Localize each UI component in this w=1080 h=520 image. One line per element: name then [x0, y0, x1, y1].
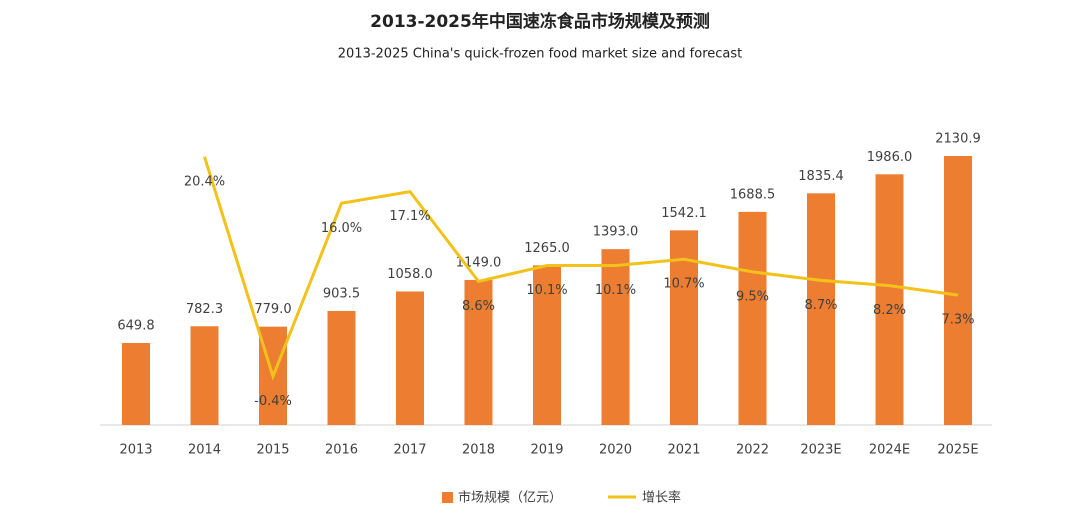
bar: [122, 342, 150, 425]
x-tick-label: 2019: [530, 443, 563, 458]
x-tick-label: 2016: [325, 443, 358, 458]
line-value-label: -0.4%: [254, 394, 292, 409]
line-value-label: 10.1%: [526, 283, 567, 298]
line-value-label: 8.6%: [462, 299, 495, 314]
bar: [533, 265, 561, 425]
bar: [190, 326, 219, 425]
bar: [944, 156, 972, 425]
legend-label: 增长率: [642, 490, 681, 506]
x-tick-label: 2021: [667, 443, 700, 458]
line-value-label: 17.1%: [389, 209, 430, 224]
bar: [807, 193, 835, 425]
bar-value-label: 782.3: [186, 302, 223, 317]
line-value-label: 16.0%: [321, 221, 362, 236]
line-value-label: 8.7%: [804, 298, 837, 313]
bar-value-label: 1393.0: [593, 225, 639, 240]
x-tick-label: 2015: [256, 443, 289, 458]
bar: [670, 230, 698, 425]
bar-value-label: 779.0: [254, 302, 291, 317]
x-tick-label: 2018: [462, 443, 495, 458]
bar-value-label: 1986.0: [867, 150, 913, 165]
bar: [464, 279, 493, 425]
line-value-label: 10.7%: [663, 277, 704, 292]
x-tick-label: 2013: [119, 443, 152, 458]
legend-swatch: [442, 492, 453, 503]
x-tick-label: 2025E: [937, 443, 978, 458]
bar: [875, 174, 904, 425]
bar: [601, 249, 630, 425]
x-tick-label: 2023E: [800, 443, 841, 458]
line: [203, 156, 959, 381]
chart-title: 2013-2025年中国速冻食品市场规模及预测: [370, 11, 710, 32]
bar-value-label: 1542.1: [661, 206, 707, 221]
x-tick-label: 2020: [599, 443, 632, 458]
bar-value-label: 1835.4: [798, 169, 844, 184]
bar-value-label: 1058.0: [387, 267, 433, 282]
line-value-label: 8.2%: [873, 303, 906, 318]
x-tick-label: 2022: [736, 443, 769, 458]
bar: [738, 211, 767, 425]
bar: [327, 310, 356, 425]
bar-value-label: 2130.9: [935, 132, 981, 147]
bar-value-label: 903.5: [323, 286, 360, 301]
line-value-label: 7.3%: [941, 313, 974, 328]
bar-value-label: 649.8: [117, 318, 154, 333]
bar-value-label: 1688.5: [730, 187, 776, 202]
chart-subtitle: 2013-2025 China's quick-frozen food mark…: [338, 47, 743, 62]
legend-label: 市场规模（亿元）: [458, 490, 562, 506]
line-value-label: 20.4%: [184, 174, 225, 189]
line-value-label: 10.1%: [595, 283, 636, 298]
line-value-label: 9.5%: [736, 289, 769, 304]
bar: [396, 291, 424, 425]
x-tick-label: 2024E: [869, 443, 910, 458]
x-tick-label: 2017: [393, 443, 426, 458]
x-tick-label: 2014: [188, 443, 221, 458]
bar-value-label: 1265.0: [524, 241, 570, 256]
